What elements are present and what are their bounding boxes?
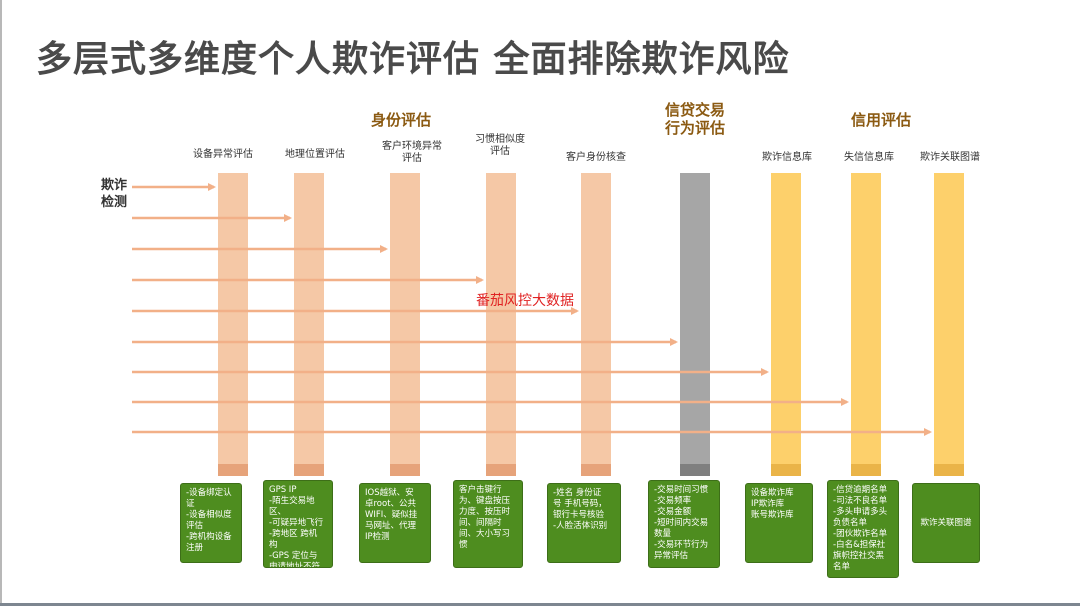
column-label-habit: 习惯相似度 评估: [475, 134, 525, 157]
card-dishonesty-db: -信贷逾期名单 -司法不良名单 -多头申请多头 负债名单 -团伙欺诈名单 -白名…: [827, 480, 899, 578]
card-location: GPS IP -陌生交易地 区、 -可疑异地飞行 -跨地区 跨机 构 -GPS …: [263, 480, 333, 568]
bar-credit-behavior: [680, 173, 710, 476]
column-label-location: 地理位置评估: [285, 149, 345, 160]
left-edge-rule: [0, 0, 2, 606]
column-label-identity-check: 客户身份核查: [566, 152, 626, 163]
card-credit-behavior: -交易时间习惯 -交易频率 -交易金额 -短时间内交易 数量 -交易环节行为 异…: [648, 480, 720, 568]
card-device: -设备绑定认 证 -设备相似度 评估 -跨机构设备 注册: [180, 483, 242, 563]
bar-identity-check: [581, 173, 611, 476]
column-label-dishonesty-db: 失信信息库: [844, 152, 894, 163]
group-credit-label: 信用评估: [850, 111, 911, 129]
card-fraud-db: 设备欺诈库 IP欺诈库 账号欺诈库: [745, 483, 813, 563]
card-environment: IOS越狱、安 卓root、公共 WIFI、疑似挂 马网址、代理 IP检测: [359, 483, 431, 563]
watermark-text: 番茄风控大数据: [476, 293, 574, 309]
column-label-device: 设备异常评估: [193, 149, 253, 160]
column-label-fraud-db: 欺诈信息库: [762, 152, 812, 163]
bar-dishonesty-db: [851, 173, 881, 476]
group-identity-label: 身份评估: [370, 111, 431, 129]
card-identity-check: -姓名 身份证 号 手机号码， 银行卡号核验 -人脸活体识别: [547, 483, 621, 563]
group-credit-behavior-label: 信贷交易 行为评估: [664, 101, 725, 137]
bar-location: [294, 173, 324, 476]
page-title: 多层式多维度个人欺诈评估 全面排除欺诈风险: [36, 39, 790, 80]
bottom-edge-rule: [0, 603, 1080, 606]
fraud-detection-label: 欺诈 检测: [101, 178, 128, 210]
bar-habit: [486, 173, 516, 476]
card-habit: 客户击键行 为、键盘按压 力度、按压时 间、间隔时 间、大小写习 惯: [453, 480, 523, 568]
column-label-fraud-graph: 欺诈关联图谱: [920, 152, 980, 163]
bar-fraud-graph: [934, 173, 964, 476]
card-fraud-graph: 欺诈关联图谱: [912, 483, 980, 563]
column-label-environment: 客户环境异常 评估: [382, 141, 442, 164]
bar-fraud-db: [771, 173, 801, 476]
bar-device: [218, 173, 248, 476]
bar-environment: [390, 173, 420, 476]
